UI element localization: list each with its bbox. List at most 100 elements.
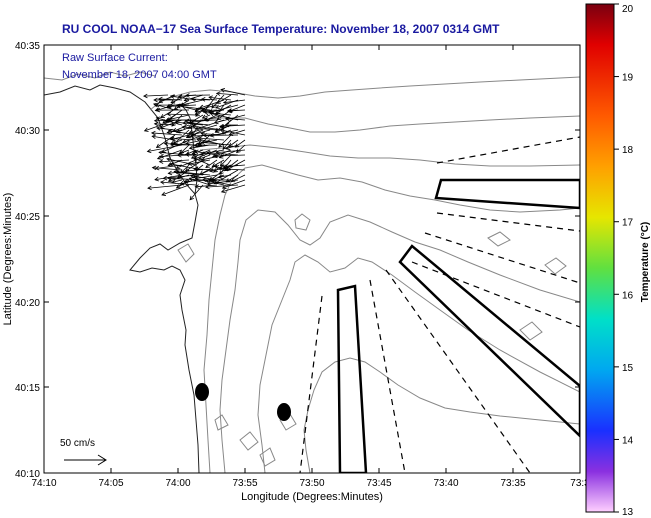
- current-vector: [206, 180, 225, 186]
- current-vector-head: [159, 180, 165, 185]
- current-vector: [168, 169, 197, 174]
- current-vector-head: [156, 126, 161, 131]
- colorbar-tick-label: 16: [622, 290, 634, 301]
- current-vector: [198, 154, 211, 160]
- surface-current-vectors: [143, 88, 246, 201]
- scale-arrow-icon: [64, 454, 107, 466]
- current-vector-head: [155, 107, 161, 113]
- current-vector-head: [211, 104, 216, 109]
- current-vector-head: [184, 118, 190, 124]
- colorbar-tick-label: 17: [622, 218, 634, 229]
- current-vector: [220, 154, 232, 167]
- current-vector: [143, 94, 169, 97]
- current-vector: [186, 139, 204, 145]
- current-vector-head: [167, 170, 173, 176]
- current-vector-head: [217, 174, 223, 179]
- current-vector: [201, 141, 232, 146]
- current-vector-head: [219, 123, 224, 129]
- current-label-line2: November 18, 2007 04:00 GMT: [62, 69, 217, 81]
- current-vector: [189, 177, 211, 186]
- current-vector: [190, 122, 211, 126]
- current-vector: [167, 177, 204, 181]
- current-vector-head: [151, 134, 157, 140]
- radar-sectors: [336, 178, 580, 473]
- current-vector-head: [153, 121, 159, 127]
- current-vector: [160, 119, 183, 129]
- current-vector-head: [153, 102, 158, 108]
- current-vector-head: [220, 188, 226, 194]
- current-vector-head: [146, 148, 152, 154]
- x-tick-label: 73:50: [299, 478, 324, 489]
- current-vector-head: [185, 93, 190, 98]
- x-tick-label: 73:35: [500, 478, 525, 489]
- current-vector-head: [158, 159, 164, 164]
- current-vector-head: [194, 125, 200, 131]
- current-vector: [223, 99, 246, 104]
- current-vector: [162, 114, 176, 124]
- current-vector: [236, 144, 246, 153]
- current-vector: [173, 124, 190, 132]
- current-vector: [206, 152, 239, 156]
- current-vector-head: [193, 166, 198, 172]
- current-vector: [205, 184, 239, 188]
- current-vector: [225, 174, 239, 183]
- current-vector-head: [234, 143, 240, 148]
- colorbar-ticks: 20 19 18 17 16 15 14 13: [614, 3, 634, 518]
- current-vector: [218, 134, 232, 148]
- x-tick-label: 74:10: [31, 478, 56, 489]
- coastline: [44, 84, 200, 473]
- y-tick-label: 40:15: [15, 383, 40, 394]
- colorbar-tick-label: 19: [622, 73, 634, 84]
- current-vector: [214, 169, 239, 184]
- current-vector-head: [189, 133, 195, 139]
- current-vector-head: [216, 115, 222, 121]
- current-vector: [225, 118, 246, 121]
- current-vector: [212, 180, 232, 186]
- y-tick-label: 40:10: [15, 469, 40, 480]
- current-vector-head: [159, 124, 165, 129]
- current-vector-head: [205, 179, 211, 184]
- current-vector: [167, 104, 197, 107]
- current-vector-head: [184, 152, 190, 157]
- current-vector-head: [222, 164, 228, 169]
- current-vector: [159, 151, 190, 156]
- current-vector: [194, 150, 218, 156]
- current-vector: [147, 144, 183, 152]
- current-vector: [151, 132, 183, 136]
- current-vector-head: [167, 176, 172, 181]
- current-vector: [228, 139, 239, 147]
- current-vector-head: [166, 104, 171, 109]
- current-vector-head: [183, 179, 189, 184]
- current-vector: [175, 171, 204, 176]
- current-vector: [188, 159, 211, 165]
- current-vector-head: [193, 143, 199, 148]
- current-vector: [199, 99, 225, 109]
- y-axis-ticks: 40:35 40:30 40:25 40:20 40:15 40:10: [15, 41, 580, 480]
- current-vector: [185, 119, 218, 122]
- current-vector: [175, 121, 204, 126]
- colorbar-tick-label: 15: [622, 363, 634, 374]
- colorbar-tick-label: 13: [622, 507, 634, 518]
- current-vector: [174, 171, 211, 176]
- x-axis-label: Longitude (Degrees:Minutes): [241, 491, 383, 503]
- current-vector-head: [143, 127, 149, 132]
- current-vector-head: [176, 104, 182, 109]
- current-vector: [218, 174, 232, 178]
- current-vector-head: [225, 145, 231, 150]
- current-vector-head: [222, 145, 227, 150]
- current-vector-head: [147, 185, 152, 191]
- site-marker: [277, 403, 291, 421]
- y-tick-label: 40:35: [15, 41, 40, 52]
- current-vector-head: [198, 155, 203, 161]
- current-vector-head: [173, 169, 179, 175]
- current-vector-head: [222, 100, 228, 105]
- current-vector: [215, 104, 232, 114]
- current-vector-head: [167, 162, 173, 167]
- current-vector-head: [195, 137, 201, 142]
- current-vector: [204, 112, 232, 116]
- current-vector-head: [188, 145, 194, 151]
- current-vector: [170, 138, 197, 141]
- current-vector-head: [200, 140, 206, 145]
- current-vector-head: [153, 118, 159, 123]
- current-vector: [182, 126, 218, 131]
